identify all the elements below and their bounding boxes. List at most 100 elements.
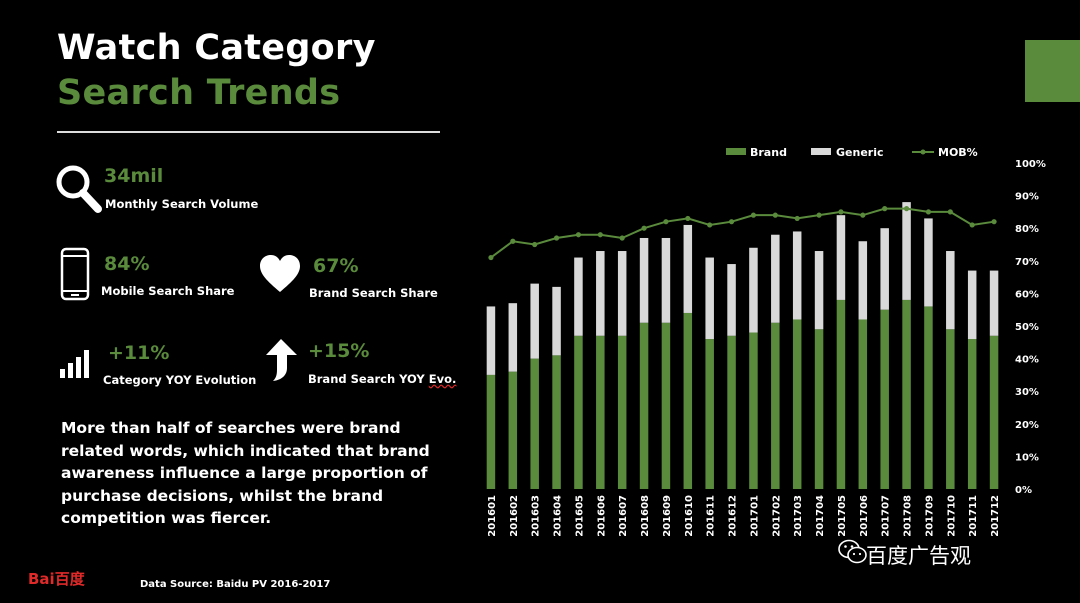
kpi-volume-value: 34mil bbox=[104, 165, 164, 187]
data-source: Data Source: Baidu PV 2016-2017 bbox=[140, 579, 331, 590]
mob-line bbox=[490, 207, 995, 259]
x-axis-ticks: 201601 201602 201603 201604 201605 201606 2016… bbox=[487, 495, 1001, 537]
y-axis-ticks: 0% 10% 20% 30% 40% 50% 60% 70% 80% 90% 100% bbox=[1015, 159, 1046, 496]
x-tick-201702: 201702 bbox=[771, 495, 782, 537]
kpi-volume-label: Monthly Search Volume bbox=[105, 197, 259, 211]
kpi-brand-yoy-label-text: Brand Search YOY Evo. bbox=[308, 372, 457, 386]
mob-point-201606 bbox=[597, 232, 603, 238]
bar-generic-201612 bbox=[727, 264, 736, 336]
bar-brand-201709 bbox=[924, 306, 933, 489]
bar-generic-201711 bbox=[967, 270, 977, 340]
watermark-text: 百度广告观 bbox=[866, 544, 971, 568]
y-tick-20%: 20% bbox=[1015, 420, 1039, 431]
y-tick-40%: 40% bbox=[1015, 355, 1039, 366]
x-tick-201706: 201706 bbox=[859, 495, 870, 537]
mobile-icon bbox=[60, 247, 90, 301]
bar-generic-201709 bbox=[924, 218, 933, 307]
mob-point-201712 bbox=[991, 219, 997, 225]
legend-swatch-brand bbox=[726, 148, 746, 155]
kpi-category-yoy-label: Category YOY Evolution bbox=[103, 373, 257, 387]
mob-point-201706 bbox=[860, 212, 866, 218]
x-tick-201705: 201705 bbox=[837, 495, 848, 537]
bar-generic-201604 bbox=[552, 286, 561, 356]
x-tick-201710: 201710 bbox=[946, 495, 957, 537]
bar-generic-201708 bbox=[902, 202, 911, 300]
mob-point-201703 bbox=[794, 215, 800, 222]
kpi-brand-yoy-label: Brand Search YOY Evo. bbox=[308, 372, 456, 386]
bar-brand-201603 bbox=[530, 358, 539, 489]
bar-generic-201712 bbox=[989, 270, 999, 336]
bar-generic-201608 bbox=[639, 237, 649, 323]
bar-brand-201606 bbox=[596, 335, 605, 489]
mob-point-201704 bbox=[816, 212, 822, 218]
bar-brand-201702 bbox=[771, 322, 780, 489]
x-tick-201611: 201611 bbox=[706, 495, 717, 537]
x-tick-201712: 201712 bbox=[990, 495, 1001, 537]
bar-brand-201605 bbox=[574, 335, 583, 489]
kpi-category-yoy-value: +11% bbox=[108, 342, 170, 364]
bars-group bbox=[486, 202, 999, 489]
bar-generic-201702 bbox=[771, 234, 780, 323]
bar-generic-201601 bbox=[486, 306, 496, 375]
bar-brand-201611 bbox=[705, 339, 714, 489]
bar-generic-201705 bbox=[836, 215, 846, 300]
bar-generic-201710 bbox=[946, 251, 955, 330]
x-tick-201703: 201703 bbox=[793, 495, 804, 537]
kpi-brand-share-value: 67% bbox=[313, 255, 359, 277]
accent-square bbox=[1025, 40, 1080, 102]
bar-brand-201710 bbox=[946, 329, 955, 489]
mob-point-201607 bbox=[619, 235, 625, 241]
x-tick-201610: 201610 bbox=[684, 495, 695, 537]
bar-brand-201705 bbox=[836, 299, 846, 489]
x-tick-201704: 201704 bbox=[815, 495, 826, 537]
heart-icon bbox=[259, 254, 301, 294]
mob-point-201701 bbox=[750, 212, 757, 218]
baidu-logo: Bai百度 bbox=[28, 568, 85, 589]
legend-brand: Brand bbox=[750, 146, 787, 159]
kpi-mobile-label: Mobile Search Share bbox=[101, 284, 235, 298]
bar-generic-201610 bbox=[683, 224, 693, 313]
bar-generic-201611 bbox=[705, 257, 714, 340]
bar-brand-201610 bbox=[683, 312, 693, 489]
mob-point-201708 bbox=[903, 206, 910, 212]
bar-generic-201609 bbox=[661, 237, 671, 323]
x-tick-201604: 201604 bbox=[553, 495, 564, 537]
kpi-mobile-value: 84% bbox=[104, 253, 150, 275]
legend-swatch-generic bbox=[811, 148, 831, 155]
mob-point-201709 bbox=[925, 209, 932, 215]
bar-brand-201704 bbox=[814, 329, 824, 489]
x-tick-201711: 201711 bbox=[968, 495, 979, 537]
x-tick-201701: 201701 bbox=[749, 495, 760, 537]
mob-point-201601 bbox=[488, 254, 494, 261]
bar-brand-201703 bbox=[792, 319, 802, 489]
mob-point-201609 bbox=[663, 219, 669, 225]
x-tick-201612: 201612 bbox=[728, 495, 739, 537]
mob-point-201602 bbox=[510, 238, 516, 244]
kpi-brand-yoy-label-suffix: Evo. bbox=[428, 372, 457, 386]
bar-brand-201607 bbox=[617, 335, 627, 489]
legend-generic: Generic bbox=[836, 146, 884, 159]
bar-brand-201706 bbox=[858, 319, 868, 489]
bar-generic-201606 bbox=[596, 251, 605, 336]
bar-generic-201603 bbox=[530, 283, 539, 359]
legend-mob: MOB% bbox=[938, 146, 978, 159]
mob-point-201603 bbox=[532, 241, 538, 248]
x-tick-201605: 201605 bbox=[574, 495, 585, 537]
bar-brand-201604 bbox=[552, 355, 561, 489]
mob-point-201604 bbox=[553, 235, 560, 241]
mob-point-201612 bbox=[728, 219, 735, 225]
x-tick-201708: 201708 bbox=[903, 495, 914, 537]
bar-generic-201707 bbox=[880, 228, 889, 310]
mob-point-201711 bbox=[969, 222, 975, 228]
mob-point-201702 bbox=[772, 212, 778, 218]
summary-paragraph: More than half of searches were brand re… bbox=[61, 419, 430, 527]
y-tick-80%: 80% bbox=[1015, 224, 1039, 235]
bar-generic-201706 bbox=[858, 241, 868, 320]
x-tick-201607: 201607 bbox=[618, 495, 629, 537]
stacked-bar-chart: Brand Generic MOB% 0% 10% 20% 30% 40% 50% 60% 7… bbox=[486, 146, 1046, 537]
bar-brand-201601 bbox=[486, 374, 496, 489]
bar-generic-201703 bbox=[792, 231, 802, 320]
bar-brand-201707 bbox=[880, 309, 889, 489]
bar-brand-201701 bbox=[749, 332, 758, 489]
page-subtitle: Search Trends bbox=[57, 73, 341, 113]
